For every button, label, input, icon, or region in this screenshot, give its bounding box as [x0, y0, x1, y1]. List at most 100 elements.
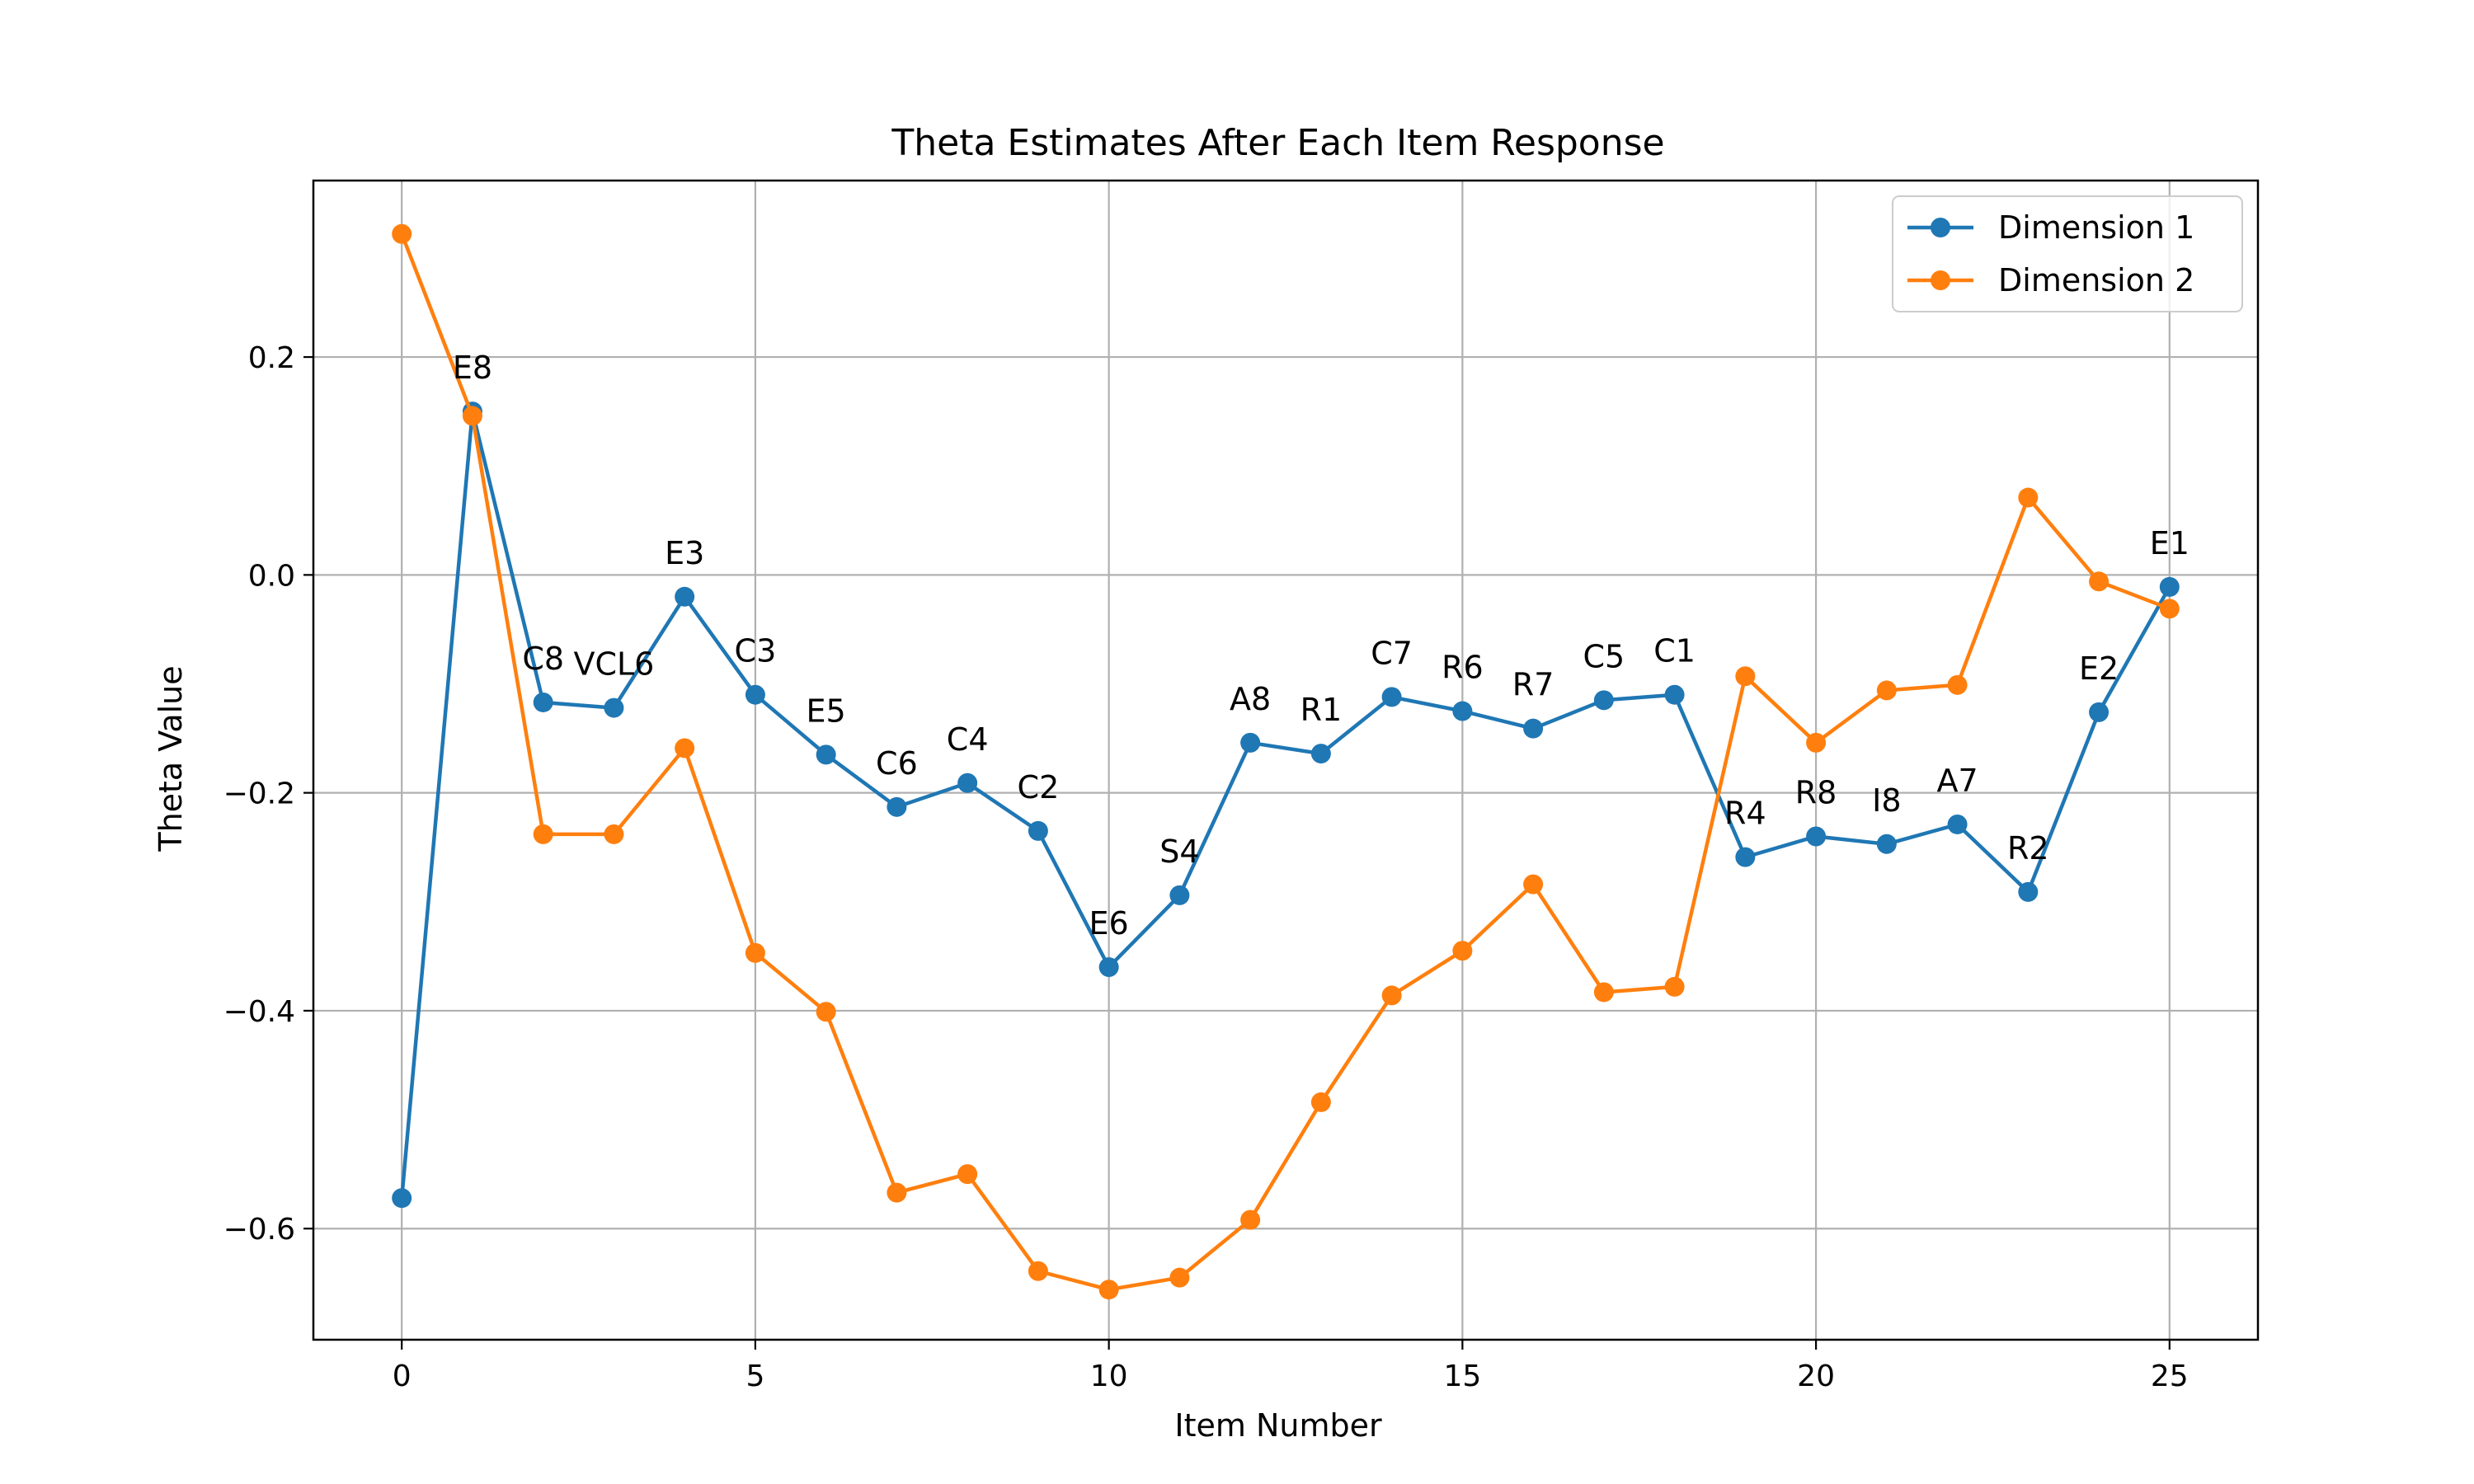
point-label: E8: [453, 350, 492, 386]
legend: Dimension 1 Dimension 2: [1892, 195, 2243, 312]
data-point: [675, 586, 695, 607]
data-point: [1452, 941, 1473, 961]
point-label: C3: [735, 633, 777, 669]
data-point: [1523, 718, 1544, 739]
data-point: [1876, 834, 1897, 854]
data-point: [2089, 702, 2109, 722]
data-point: [1593, 982, 1614, 1003]
x-tick-label: 10: [1090, 1360, 1128, 1393]
data-point: [2018, 881, 2039, 902]
series-line: [399, 409, 2171, 1199]
point-label: S4: [1159, 834, 1199, 870]
data-point: [392, 223, 412, 244]
data-point: [2089, 571, 2109, 592]
point-label: C1: [1653, 633, 1696, 669]
point-label: R8: [1795, 775, 1837, 811]
legend-label: Dimension 1: [1998, 209, 2194, 246]
point-label: I8: [1872, 782, 1901, 819]
data-point: [1310, 1092, 1331, 1112]
point-label: C2: [1018, 769, 1060, 805]
data-point: [533, 824, 553, 844]
series-1: [392, 402, 2180, 1209]
point-label: C6: [876, 745, 918, 782]
y-tick-label: 0.2: [248, 341, 295, 375]
point-label: R7: [1512, 667, 1554, 703]
point-label: E2: [2079, 650, 2119, 687]
data-point: [1452, 701, 1473, 721]
x-tick-label: 5: [745, 1360, 764, 1393]
data-point: [1169, 885, 1190, 905]
data-point: [1947, 674, 1968, 695]
data-point: [1806, 826, 1827, 847]
data-point: [1310, 744, 1331, 764]
legend-marker: [1931, 270, 1950, 290]
data-point: [1664, 684, 1685, 705]
data-point: [1381, 687, 1402, 707]
data-point: [533, 692, 553, 712]
point-label: R6: [1442, 650, 1484, 686]
data-point: [604, 824, 624, 844]
legend-entry: Dimension 1: [1907, 209, 2194, 246]
legend-box: [1892, 195, 2243, 312]
plot-frame: [312, 179, 2260, 1341]
x-tick-label: 25: [2151, 1360, 2189, 1393]
point-label: E5: [807, 693, 846, 729]
y-tick-label: −0.2: [223, 777, 295, 811]
legend-marker: [1931, 218, 1950, 237]
series-2: [392, 223, 2180, 1300]
data-point: [1947, 814, 1968, 834]
point-label: E6: [1089, 905, 1129, 942]
data-point: [1735, 666, 1756, 687]
data-point: [1028, 1261, 1048, 1281]
point-label: R1: [1300, 692, 1343, 728]
data-point: [604, 697, 624, 718]
point-labels: E8 C8 VCL6 E3 C3 E5 C6 C4 C2 E6 S4 A8 R1 C7 R6 R7 C5 C1 R4…: [453, 350, 2189, 942]
data-point: [1240, 732, 1261, 753]
point-label: VCL6: [573, 646, 654, 683]
point-label: C4: [947, 721, 989, 758]
data-point: [1028, 820, 1048, 841]
data-point: [816, 1002, 836, 1022]
y-tick-label: −0.6: [223, 1213, 295, 1247]
data-point: [1806, 732, 1827, 753]
data-point: [816, 744, 836, 765]
chart-title: Theta Estimates After Each Item Response: [891, 122, 1664, 164]
y-tick-label: −0.4: [223, 995, 295, 1029]
data-point: [392, 1188, 412, 1209]
x-tick-label: 0: [393, 1360, 412, 1393]
series-layer: [392, 223, 2180, 1300]
data-point: [1664, 976, 1685, 997]
point-label: A7: [1936, 763, 1978, 799]
y-tick-label: 0.0: [248, 559, 295, 593]
data-point: [745, 684, 765, 705]
data-point: [1381, 985, 1402, 1006]
data-point: [2159, 576, 2180, 597]
data-point: [2018, 487, 2039, 508]
legend-label: Dimension 2: [1998, 262, 2194, 298]
point-label: R2: [2007, 830, 2049, 866]
data-point: [1169, 1267, 1190, 1288]
data-point: [462, 406, 482, 426]
point-label: R4: [1724, 796, 1766, 832]
data-point: [745, 942, 765, 963]
series-line: [400, 232, 2171, 1292]
data-point: [1098, 957, 1119, 978]
x-axis-label: Item Number: [1174, 1407, 1382, 1444]
y-axis-label: Theta Value: [153, 665, 189, 852]
point-label: E3: [665, 535, 704, 571]
data-point: [1240, 1209, 1261, 1230]
point-label: C7: [1371, 635, 1413, 671]
data-point: [887, 1182, 907, 1203]
data-point: [957, 773, 978, 793]
grid-lines: [313, 181, 2258, 1340]
point-label: E1: [2150, 525, 2189, 561]
data-point: [1876, 680, 1897, 701]
point-label: A8: [1230, 681, 1271, 717]
data-point: [957, 1164, 978, 1185]
x-tick-label: 15: [1443, 1360, 1481, 1393]
x-tick-label: 20: [1797, 1360, 1835, 1393]
data-point: [1523, 874, 1544, 895]
data-point: [1735, 847, 1756, 867]
data-point: [1098, 1280, 1119, 1300]
